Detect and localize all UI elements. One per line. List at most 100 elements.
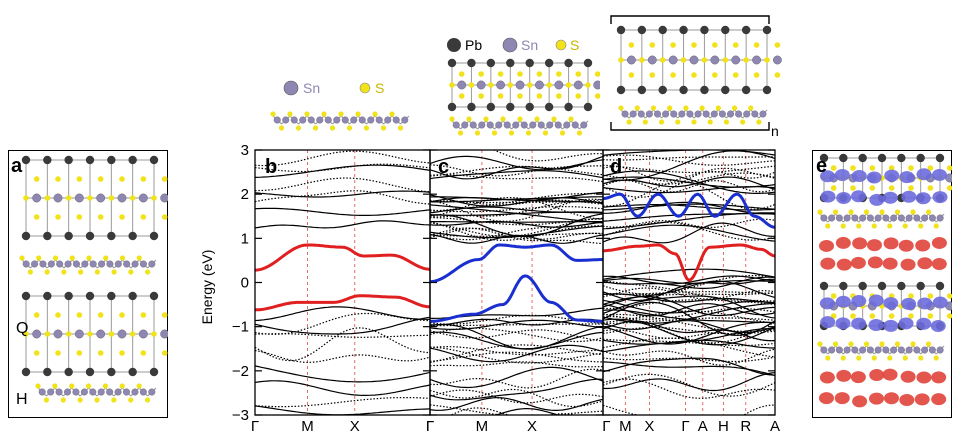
pb-atom [21,155,31,165]
sn-atom [457,80,467,90]
sn-atom [123,260,131,268]
sn-atom [290,116,298,124]
s-atom [449,116,455,122]
s-atom [389,111,395,117]
s-atom [295,125,302,131]
s-atom [278,125,285,131]
band-line [603,224,775,242]
sn-atom [486,121,494,129]
sn-atom [710,110,718,118]
s-atom [732,42,739,48]
isosurface-blob [901,297,917,310]
isosurface-blob [883,319,899,332]
sn-atom [593,80,600,90]
pb-atom [637,25,647,35]
sn-atom [654,110,662,118]
pb-atom [107,291,116,301]
s-atom [887,223,893,229]
pb-atom [637,85,647,95]
s-atom [850,185,856,191]
pb-atom [43,231,52,241]
pb-atom [85,291,95,301]
isosurface-blob [836,369,852,382]
sn-atom [89,260,97,268]
band-line [255,380,430,396]
s-atom [743,57,749,63]
isosurface-blob [882,257,898,270]
x-tick-label: X [527,418,537,435]
sn-atom [936,346,944,354]
sn-atom [401,116,409,124]
sn-atom [759,110,767,118]
pb-atom [616,25,626,35]
s-atom [546,82,552,88]
s-atom [44,195,51,201]
sn-atom [668,55,678,65]
s-atom [618,105,624,111]
band-line [603,222,775,244]
sn-atom [299,116,307,124]
s-atom [128,397,134,403]
s-atom [659,57,666,63]
s-atom [626,119,632,125]
pb-atom [839,281,848,291]
sn-atom [106,388,114,396]
sn-atom [882,346,890,354]
s-atom [946,185,952,191]
s-atom [902,223,908,229]
panel-label-d: d [610,156,622,178]
panel-a-structure: a Q H [8,150,168,418]
s-atom [869,165,876,171]
pb-atom [447,102,457,112]
sn-atom [81,260,89,268]
s-atom [69,255,75,261]
blue-highlighted-band [603,192,775,229]
s-atom [556,93,562,99]
sn-atom [726,110,734,118]
band-line [603,276,775,289]
sn-atom [752,55,761,65]
isosurface-blob [851,190,867,203]
s-atom [140,350,147,356]
s-atom [691,42,697,48]
isosurface-blob [819,297,835,310]
isosurface-blob [917,297,933,310]
s-atom [458,71,465,77]
s-atom [23,195,29,201]
sn-atom [828,214,836,222]
isosurface-blob [852,237,868,250]
sn-atom [913,346,921,354]
s-atom [338,111,344,117]
x-tick-label: A [698,418,708,435]
sn-atom [529,121,537,129]
s-atom [699,105,705,111]
x-tick-label: X [644,418,654,435]
band-line [430,366,603,389]
s-atom [817,341,823,347]
band-line [430,220,603,228]
red-highlighted-band [255,243,430,272]
y-tick-label: 3 [241,142,249,159]
sn-atom [921,214,929,222]
legend-s-label: S [570,37,579,53]
sn-atom [890,214,898,222]
isosurface-blob [898,239,914,252]
s-atom [848,209,854,215]
band-line [430,378,603,401]
s-atom [575,93,582,99]
sn-atom [546,121,554,129]
sn-atom [627,55,636,65]
s-atom [44,331,51,337]
band-line [430,165,603,177]
sn-atom [375,116,383,124]
sn-atom [38,388,46,396]
superlattice-structure: n [610,15,782,138]
pb-atom [819,153,829,163]
s-atom [507,82,514,88]
s-atom [85,383,92,389]
isosurface-blob [898,317,914,330]
isosurface-blob [882,191,898,204]
sn-atom [928,346,936,354]
sn-atom [476,80,486,90]
